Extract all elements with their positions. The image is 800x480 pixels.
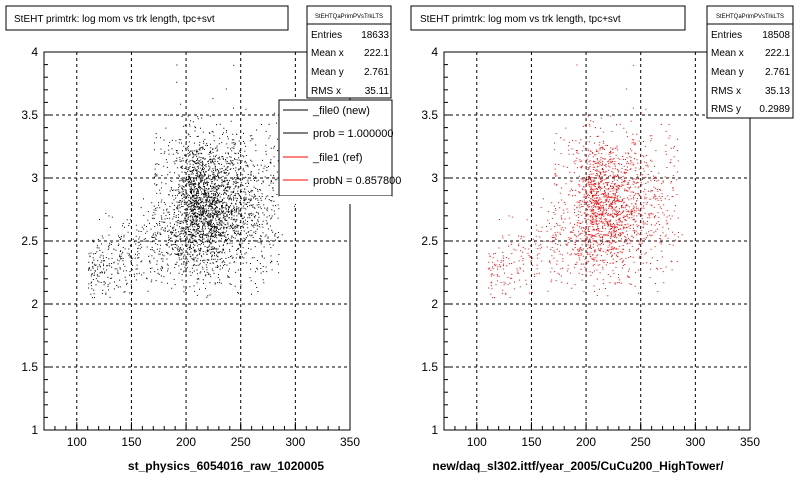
x-tick-label: 200 [176, 435, 196, 449]
axis-ticks: 100 150 200 250 300 350 1 1.5 2 2.5 3 3.5 4 [421, 45, 760, 449]
stats-value: 222.1 [364, 48, 389, 59]
x-tick-label: 350 [340, 435, 360, 449]
y-tick-label: 2 [31, 297, 38, 311]
y-tick-label: 1.5 [21, 360, 38, 374]
y-tick-label: 4 [431, 45, 438, 59]
x-tick-label: 100 [467, 435, 487, 449]
scatter-points [88, 64, 295, 299]
stats-value: 18508 [762, 30, 790, 41]
title-box [410, 5, 686, 31]
scatter-points [488, 64, 683, 299]
y-tick-label: 1 [31, 423, 38, 437]
x-tick-label: 100 [67, 435, 87, 449]
stats-box: StEHTQaPrimPVsTrkLTS Entries 18508 Mean … [706, 5, 794, 119]
stats-label: RMS x [311, 86, 341, 97]
x-tick-label: 200 [576, 435, 596, 449]
legend-label: _file1 (ref) [312, 152, 363, 164]
stats-label: Mean x [711, 48, 744, 59]
stats-value: 0.2989 [759, 104, 790, 115]
stats-value: 2.761 [765, 67, 790, 78]
stats-value: 35.13 [765, 86, 790, 97]
stats-box: StEHTQaPrimPVsTrkLTS Entries 18633 Mean … [306, 5, 392, 99]
x-axis-label: new/daq_sl302.ittf/year_2005/CuCu200_Hig… [432, 459, 724, 473]
x-tick-label: 300 [685, 435, 705, 449]
y-tick-label: 3 [431, 171, 438, 185]
axis-ticks: 100 150 200 250 300 350 1 1.5 2 2.5 3 3.5 4 [21, 45, 360, 449]
legend-label: probN = 0.857800 [313, 175, 401, 187]
y-tick-label: 2.5 [21, 234, 38, 248]
y-tick-label: 1 [431, 423, 438, 437]
title-box [5, 5, 289, 31]
stats-label: RMS y [711, 104, 741, 115]
stats-label: Mean y [311, 67, 344, 78]
y-tick-label: 4 [31, 45, 38, 59]
y-tick-label: 3.5 [21, 108, 38, 122]
stats-label: Entries [711, 30, 742, 41]
legend-label: prob = 1.000000 [313, 128, 393, 140]
x-tick-label: 350 [740, 435, 760, 449]
x-tick-label: 150 [121, 435, 141, 449]
stats-value: 222.1 [765, 48, 790, 59]
stats-value: 35.11 [365, 86, 390, 97]
x-tick-label: 150 [521, 435, 541, 449]
legend-cutoff [279, 196, 392, 204]
y-tick-label: 2.5 [421, 234, 438, 248]
stats-label: Mean y [711, 67, 744, 78]
stats-label: RMS x [711, 86, 741, 97]
plot-title: StEHT primtrk: log mom vs trk length, tp… [420, 14, 621, 25]
legend-label: _file0 (new) [312, 105, 370, 117]
legend: _file0 (new) prob = 1.000000 _file1 (ref… [278, 99, 401, 197]
y-tick-label: 2 [431, 297, 438, 311]
y-tick-label: 1.5 [421, 360, 438, 374]
y-tick-label: 3 [31, 171, 38, 185]
scatter-marks [88, 64, 295, 299]
x-axis-label: st_physics_6054016_raw_1020005 [128, 459, 324, 473]
stats-label: Entries [311, 30, 342, 41]
x-tick-label: 250 [631, 435, 651, 449]
plot-title: StEHT primtrk: log mom vs trk length, tp… [14, 14, 215, 25]
scatter-marks [488, 64, 683, 299]
x-tick-label: 300 [285, 435, 305, 449]
y-tick-label: 3.5 [421, 108, 438, 122]
left-panel: 100 150 200 250 300 350 1 1.5 2 2.5 3 3.5 4 StEHT pr… [5, 5, 401, 473]
stats-name: StEHTQaPrimPVsTrkLTS [716, 14, 784, 20]
stats-name: StEHTQaPrimPVsTrkLTS [315, 14, 383, 20]
stats-value: 2.761 [364, 67, 389, 78]
stats-value: 18633 [361, 30, 389, 41]
right-panel: 100 150 200 250 300 350 1 1.5 2 2.5 3 3.5 4 StEHT pr… [410, 5, 794, 473]
stats-label: Mean x [311, 48, 344, 59]
x-tick-label: 250 [231, 435, 251, 449]
